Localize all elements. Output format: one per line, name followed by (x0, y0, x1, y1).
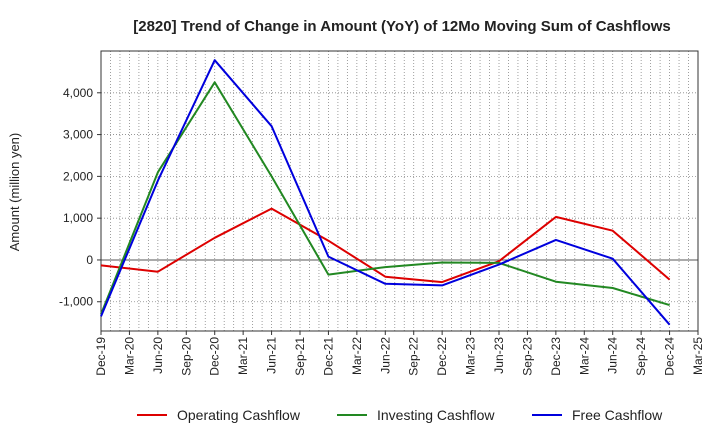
x-tick-label: Mar-25 (691, 337, 705, 375)
free-cashflow-legend-label: Free Cashflow (572, 407, 663, 423)
x-tick-label: Sep-23 (520, 337, 534, 376)
y-tick-label: 0 (86, 253, 93, 267)
x-tick-label: Sep-21 (293, 337, 307, 376)
x-tick-label: Jun-22 (378, 337, 392, 374)
x-tick-label: Jun-23 (492, 337, 506, 374)
x-tick-label: Dec-23 (549, 337, 563, 376)
x-tick-label: Sep-24 (634, 337, 648, 376)
y-axis-label: Amount (million yen) (7, 133, 22, 252)
x-tick-label: Mar-24 (577, 337, 591, 375)
y-tick-label: 1,000 (63, 211, 93, 225)
x-tick-label: Dec-19 (94, 337, 108, 376)
operating-cashflow-legend-label: Operating Cashflow (177, 407, 301, 423)
y-tick-label: 2,000 (63, 169, 93, 183)
operating-cashflow-line (100, 207, 671, 284)
chart-title: [2820] Trend of Change in Amount (YoY) o… (133, 18, 671, 35)
free-cashflow-line (100, 59, 671, 326)
x-tick-label: Sep-22 (407, 337, 421, 376)
x-tick-label: Mar-22 (350, 337, 364, 375)
investing-cashflow-legend-label: Investing Cashflow (377, 407, 495, 423)
x-tick-label: Jun-24 (606, 337, 620, 374)
investing-cashflow-line (100, 81, 670, 315)
x-tick-label: Jun-21 (265, 337, 279, 374)
series-lines (100, 59, 671, 326)
x-tick-label: Dec-20 (208, 337, 222, 376)
x-tick-label: Mar-20 (122, 337, 136, 375)
plot-border (100, 50, 699, 332)
x-tick-label: Dec-21 (321, 337, 335, 376)
legend: Operating Cashflow Investing Cashflow Free… (137, 407, 663, 423)
x-tick-label: Dec-22 (435, 337, 449, 376)
y-tick-label: 4,000 (63, 86, 93, 100)
y-tick-label: -1,000 (59, 295, 93, 309)
x-tick-label: Sep-20 (179, 337, 193, 376)
x-tick-label: Mar-21 (236, 337, 250, 375)
x-tick-label: Dec-24 (663, 337, 677, 376)
x-tick-label: Jun-20 (151, 337, 165, 374)
axes: -1,000 0 1,000 2,000 3,000 4,000 Dec-19 Mar-20 J… (59, 50, 705, 376)
grid-lines (100, 51, 699, 331)
y-tick-label: 3,000 (63, 128, 93, 142)
x-tick-label: Mar-23 (464, 337, 478, 375)
